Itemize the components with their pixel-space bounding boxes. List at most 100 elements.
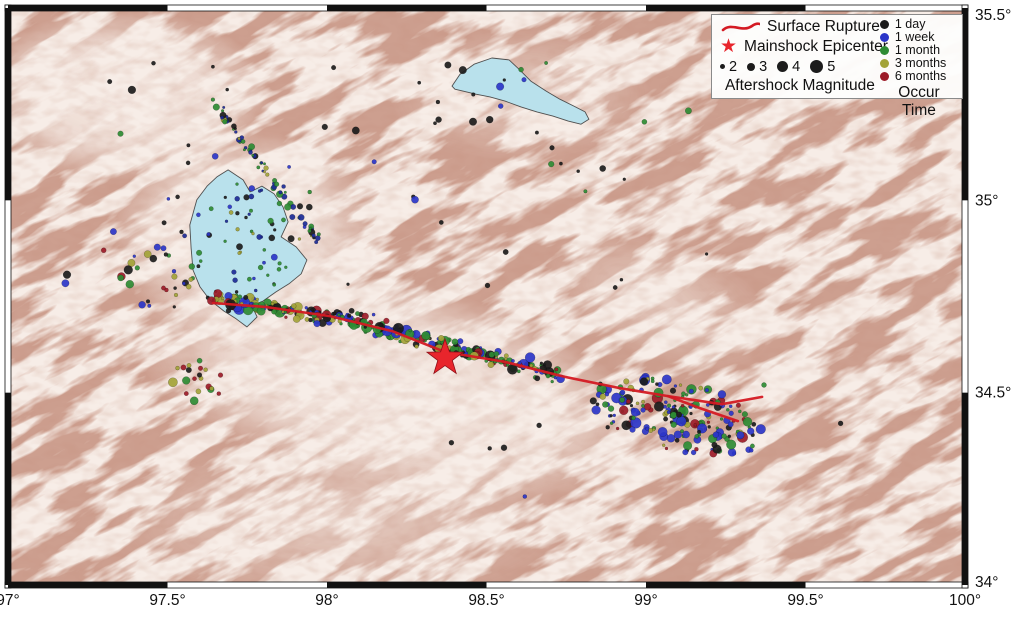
aftershock-dot [576, 169, 581, 174]
aftershock-dot [262, 162, 267, 166]
aftershock-dot [180, 364, 187, 371]
one-week-label: 1 week [894, 30, 935, 44]
mainshock-epicenter-star [425, 337, 465, 375]
aftershock-dot [260, 161, 264, 165]
y-tick-label: 34.5° [975, 385, 1011, 402]
aftershock-dot [487, 446, 492, 451]
frame-band [961, 4, 969, 589]
aftershock-dot [143, 250, 152, 259]
aftershock-dot [727, 421, 734, 428]
aftershock-dot [185, 283, 192, 290]
aftershock-dot [681, 391, 686, 397]
frame-black-segment [327, 582, 487, 588]
aftershock-dot [235, 227, 240, 232]
aftershock-dot [237, 136, 241, 141]
x-tick-label: 98° [315, 592, 338, 609]
aftershock-dot [408, 328, 412, 333]
surface-rupture-line [211, 301, 764, 406]
aftershock-dot [331, 65, 337, 71]
aftershock-dot [123, 265, 133, 275]
y-tick-label: 34° [975, 574, 998, 591]
aftershock-dot [62, 270, 72, 279]
aftershock-dot [196, 264, 201, 269]
aftershock-dot [599, 165, 607, 172]
aftershock-dot [233, 127, 237, 131]
aftershock-dot [290, 303, 297, 309]
axis-labels: 97° 97.5° 98° 98.5° 99° 99.5° 100° 35.5° 35° 34.5… [0, 7, 1011, 609]
frame-black-segment [646, 582, 806, 588]
aftershock-dot [589, 397, 597, 405]
one-week-dot-icon [879, 33, 889, 42]
aftershock-dot [548, 160, 555, 168]
aftershock-dot [749, 443, 755, 449]
aftershock-dot [302, 221, 308, 227]
frame-black-segment [962, 8, 968, 201]
frame-black-segment [5, 8, 11, 201]
three-months-dot-icon [879, 59, 889, 68]
aftershock-dot [287, 235, 295, 243]
occur-time-title: Occur Time [898, 84, 940, 119]
aftershock-dot [228, 210, 234, 215]
aftershock-dot [223, 195, 228, 200]
x-tick-label: 99.5° [787, 592, 823, 609]
surface-rupture-fork [666, 394, 740, 423]
aftershock-dot [281, 184, 286, 189]
aftershock-dot [583, 189, 588, 194]
six-months-label: 6 months [894, 69, 947, 83]
aftershock-dot [683, 441, 693, 451]
aftershock-dot [502, 249, 509, 255]
aftershock-dot [694, 446, 699, 452]
aftershock-dot [621, 420, 632, 431]
aftershock-dot [663, 404, 668, 409]
one-day-dot-icon [879, 20, 889, 29]
aftershock-dot [717, 390, 727, 399]
aftershock-dot [630, 407, 640, 417]
aftershock-dot [266, 273, 270, 277]
aftershock-dot [248, 143, 256, 151]
aftershock-dot [251, 153, 255, 157]
six-months-dot-icon [879, 72, 889, 81]
aftershock-dot [619, 396, 626, 403]
lakes-layer [189, 57, 590, 328]
aftershock-dot [206, 232, 211, 237]
magnitude-5-dot-icon [810, 60, 824, 74]
aftershock-dot [304, 306, 309, 310]
aftershock-dot [605, 425, 610, 430]
aftershock-dot [661, 443, 666, 448]
aftershock-dot [197, 365, 204, 371]
aftershock-dot [267, 217, 274, 225]
aftershock-dot [287, 164, 292, 169]
one-month-dot-icon [879, 46, 889, 55]
aftershock-dot [203, 367, 208, 372]
aftershock-dot [337, 312, 341, 317]
aftershock-dot [223, 239, 227, 244]
aftershock-dot [502, 78, 507, 82]
aftershock-dot [234, 130, 238, 134]
aftershock-dot [712, 431, 720, 438]
aftershock-dot [263, 170, 267, 174]
aftershock-dot [438, 219, 444, 225]
aftershock-dot [550, 379, 554, 384]
three-months-label: 3 months [894, 56, 947, 70]
aftershock-dot [268, 234, 276, 242]
aftershock-dot [117, 130, 124, 137]
aftershock-dot [371, 312, 376, 317]
aftershock-dot [107, 79, 113, 85]
aftershock-dot [270, 253, 278, 261]
aftershock-dot [655, 382, 659, 386]
aftershock-dot [234, 290, 239, 294]
aftershock-dot [435, 116, 442, 123]
aftershock-dot [281, 217, 286, 223]
aftershock-dot [249, 229, 254, 234]
aftershock-dot [231, 269, 237, 275]
magnitude-4-label: 4 [792, 58, 801, 75]
aftershock-dot [138, 301, 146, 309]
aftershock-dot [196, 212, 201, 218]
magnitude-scale-row: 2 3 4 5 [720, 59, 880, 75]
aftershock-dot [522, 494, 528, 499]
aftershock-dot [186, 362, 192, 368]
aftershock-dot [332, 311, 337, 316]
x-tick-label: 99° [634, 592, 657, 609]
